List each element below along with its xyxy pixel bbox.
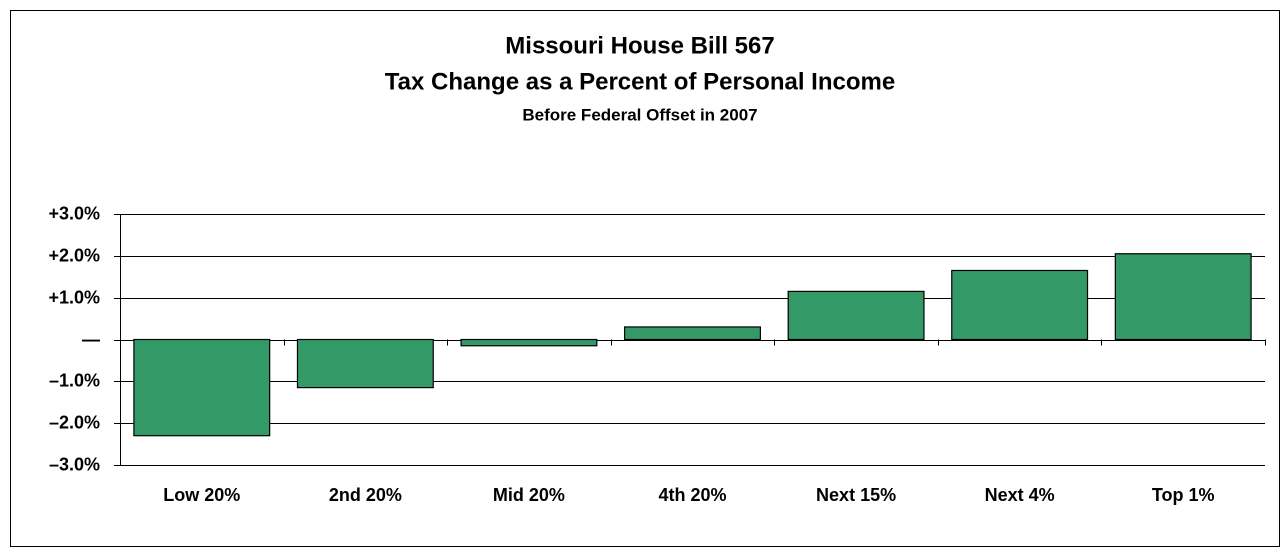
bar <box>1114 253 1252 341</box>
x-tick-label: Mid 20% <box>493 485 565 505</box>
y-tick-label: +1.0% <box>48 287 100 307</box>
bar <box>787 290 925 341</box>
bar <box>951 269 1089 341</box>
y-tick-label: — <box>82 329 100 349</box>
x-tick-label: Low 20% <box>163 485 240 505</box>
bar <box>296 338 434 389</box>
y-tick-label: –2.0% <box>49 412 100 432</box>
chart-caption: Before Federal Offset in 2007 <box>522 105 757 124</box>
bar <box>460 338 598 347</box>
x-tick-label: Top 1% <box>1152 485 1215 505</box>
y-tick-label: –1.0% <box>49 370 100 390</box>
chart-subtitle: Tax Change as a Percent of Personal Inco… <box>385 68 895 95</box>
bar <box>133 338 271 437</box>
y-tick-label: +3.0% <box>48 203 100 223</box>
y-tick-label: –3.0% <box>49 454 100 474</box>
bar <box>624 326 761 341</box>
y-tick-label: +2.0% <box>48 245 100 265</box>
chart-title: Missouri House Bill 567 <box>505 32 774 59</box>
x-tick-label: Next 4% <box>985 485 1055 505</box>
x-tick-label: 4th 20% <box>658 485 726 505</box>
x-tick-label: Next 15% <box>816 485 896 505</box>
x-tick-label: 2nd 20% <box>329 485 402 505</box>
